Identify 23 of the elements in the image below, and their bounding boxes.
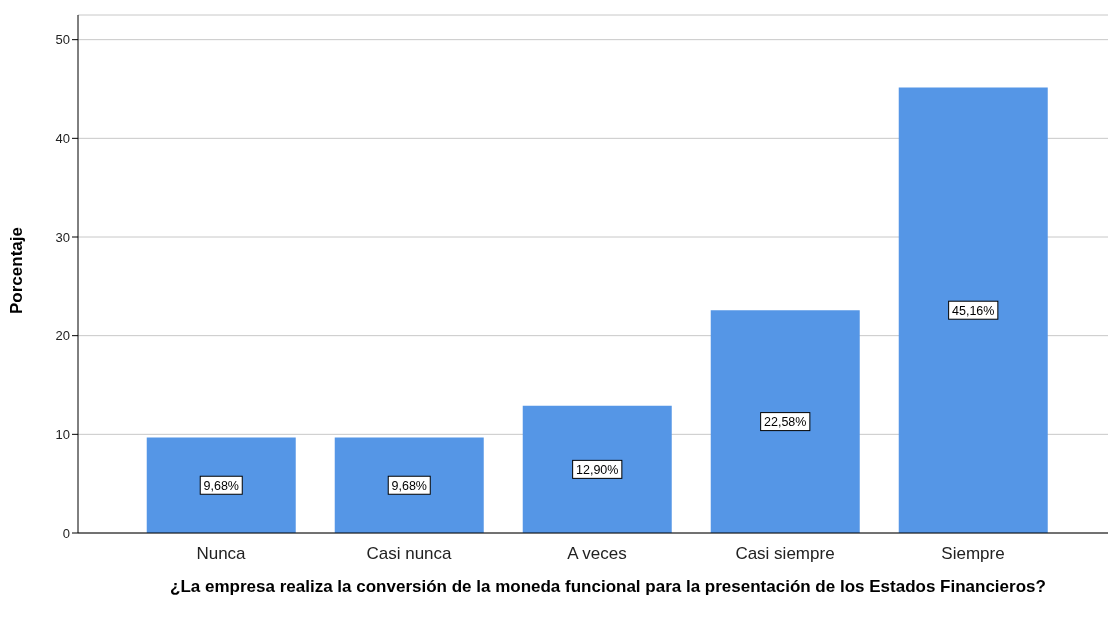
y-tick-label: 50 [55, 32, 70, 48]
x-tick-label: Casi nunca [366, 544, 453, 564]
y-tick-label: 30 [55, 229, 70, 245]
bar [898, 87, 1048, 533]
y-axis-title: Porcentaje [7, 227, 27, 314]
data-label: 45,16% [952, 303, 995, 318]
x-tick-label: A veces [567, 544, 627, 564]
y-tick-label: 0 [62, 525, 70, 541]
data-label: 22,58% [764, 415, 807, 430]
data-label: 12,90% [576, 462, 619, 477]
y-tick-label: 20 [55, 328, 70, 344]
x-tick-label: Casi siempre [735, 544, 835, 564]
bar [710, 310, 860, 533]
bar [334, 437, 484, 533]
x-tick-label: Siempre [941, 544, 1005, 564]
data-label: 9,68% [391, 478, 427, 493]
x-tick-label: Nunca [196, 544, 247, 564]
y-tick-label: 10 [55, 426, 70, 442]
bar [146, 437, 296, 533]
x-axis-title: ¿La empresa realiza la conversión de la moneda funcional para la presentación de los Estados Financieros? [169, 577, 1047, 596]
bar [522, 405, 672, 533]
y-tick-label: 40 [55, 130, 70, 146]
data-label: 9,68% [203, 478, 239, 493]
